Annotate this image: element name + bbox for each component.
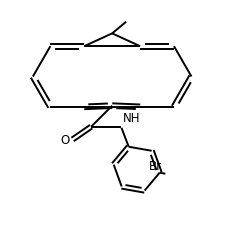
Text: NH: NH — [123, 112, 141, 125]
Text: Br: Br — [149, 160, 162, 173]
Text: O: O — [60, 134, 70, 147]
